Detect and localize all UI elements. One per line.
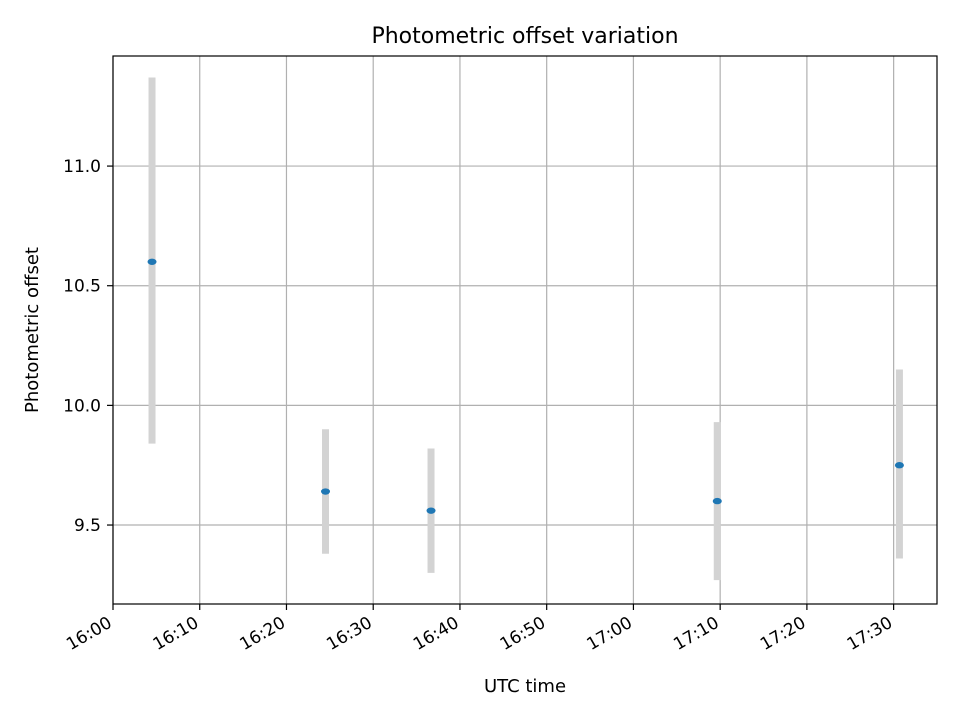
data-point [147, 258, 157, 265]
data-points [147, 258, 904, 514]
data-point [712, 497, 722, 505]
plot-frame [112, 55, 938, 605]
y-tick-label: 9.5 [74, 516, 101, 536]
x-tick-label: 16:10 [150, 613, 202, 655]
x-axis-label: UTC time [484, 676, 566, 697]
x-tick-label: 17:00 [583, 613, 635, 655]
y-tick-label: 11.0 [63, 157, 101, 177]
data-point [321, 488, 331, 495]
data-point [426, 507, 436, 514]
y-tick-label: 10.0 [63, 396, 101, 416]
data-point [894, 462, 904, 469]
x-tick-label: 16:30 [323, 613, 375, 655]
x-ticks: 16:00 16:10 16:20 16:30 16:40 16:50 17:00 17:10… [63, 604, 896, 655]
x-tick-label: 16:50 [497, 613, 549, 655]
y-tick-label: 10.5 [63, 277, 101, 297]
x-tick-label: 17:10 [670, 613, 722, 655]
error-bars [148, 77, 903, 581]
x-tick-label: 17:20 [757, 613, 809, 655]
x-tick-label: 16:40 [410, 613, 462, 655]
y-ticks: 9.5 10.0 10.5 11.0 [63, 157, 113, 536]
grid-lines [112, 56, 937, 604]
x-tick-label: 16:20 [237, 613, 289, 655]
chart-title: Photometric offset variation [371, 24, 678, 49]
x-tick-label: 16:00 [63, 613, 115, 655]
x-tick-label: 17:30 [844, 613, 896, 655]
y-axis-label: Photometric offset [22, 247, 43, 413]
